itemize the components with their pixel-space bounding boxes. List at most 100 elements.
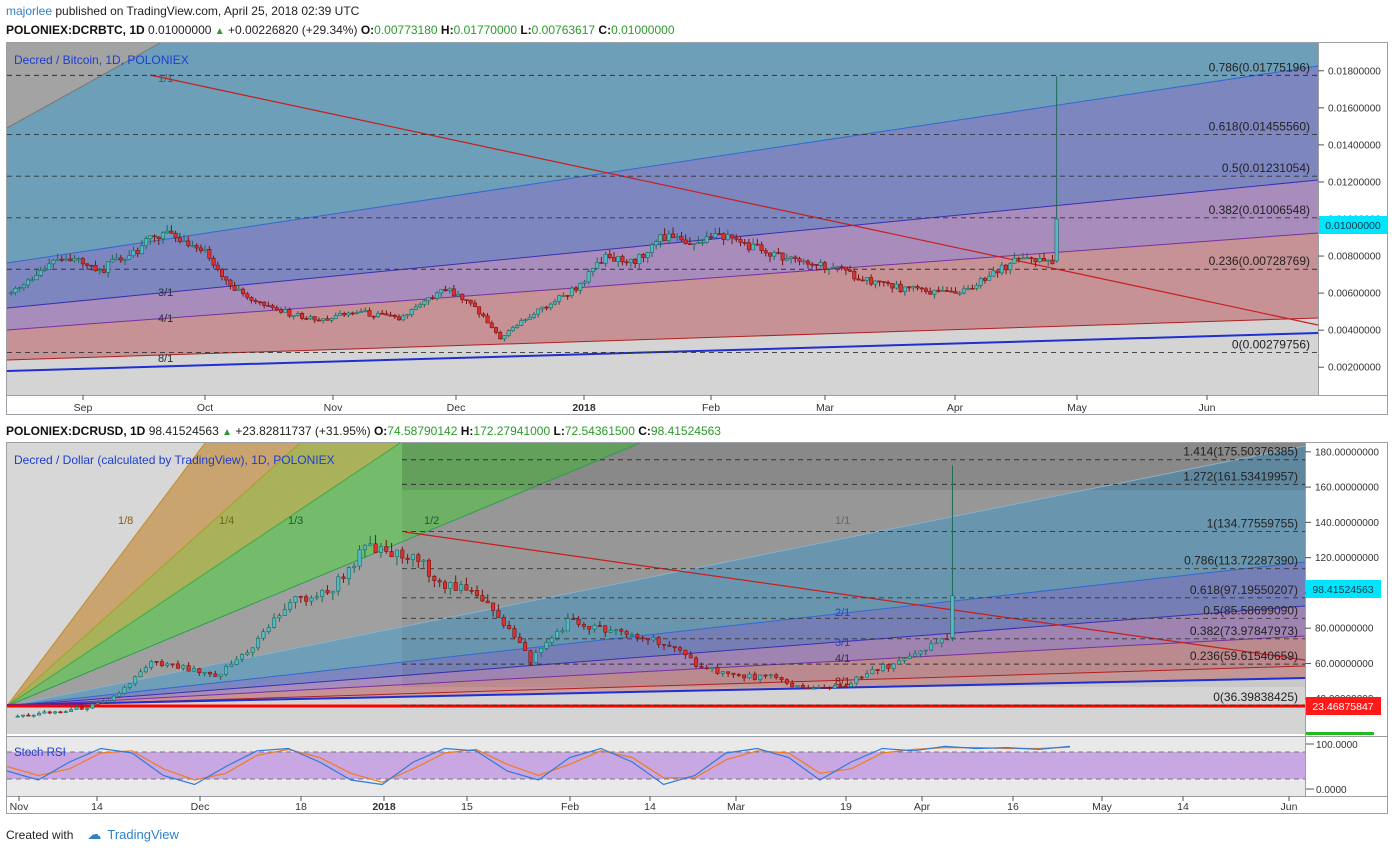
bottom-candle-body bbox=[704, 667, 709, 670]
top-candle-body bbox=[26, 279, 31, 286]
bottom-x-tick-label: Nov bbox=[10, 801, 29, 813]
top-candle-body bbox=[578, 282, 583, 291]
top-candle-body bbox=[186, 240, 191, 246]
bottom-candle-body bbox=[742, 674, 747, 679]
bottom-pane[interactable]: 1.414(175.50376385) 1.272(161.53419957) 1(… bbox=[6, 442, 1388, 814]
top-x-axis[interactable]: Sep Oct Nov Dec 2018 Feb Mar Apr May Jun bbox=[74, 395, 1216, 414]
bottom-candle-body bbox=[101, 701, 106, 704]
bottom-symbol[interactable]: POLONIEX:DCRUSD, 1D bbox=[6, 424, 146, 438]
top-candle-body bbox=[1008, 263, 1013, 271]
top-candle-body bbox=[203, 249, 208, 251]
bottom-candle-body bbox=[597, 625, 602, 627]
bottom-y-tick-label: 160.00000000 bbox=[1315, 483, 1379, 494]
bottom-candle-body bbox=[288, 602, 293, 610]
fan-label-1to3: 1/3 bbox=[288, 515, 303, 527]
top-candle-body bbox=[565, 295, 570, 297]
top-candle-body bbox=[704, 236, 709, 243]
top-candle-body bbox=[118, 257, 123, 261]
bottom-plot-area[interactable]: 1.414(175.50376385) 1.272(161.53419957) 1(… bbox=[7, 443, 1305, 734]
charts-canvas[interactable]: 0.786(0.01775196) 0.618(0.01455560) 0.5(0.… bbox=[0, 0, 1396, 820]
downtrend-line bbox=[149, 74, 1318, 326]
top-candle-body bbox=[911, 286, 916, 289]
bottom-candle-body bbox=[688, 654, 693, 659]
top-legend[interactable]: Decred / Bitcoin, 1D, POLONIEX bbox=[14, 53, 189, 67]
top-candle-body bbox=[472, 302, 477, 307]
fan-label-3to1: 3/1 bbox=[835, 637, 850, 649]
top-candle-body bbox=[169, 230, 174, 234]
top-y-tick-label: 0.01600000 bbox=[1328, 103, 1381, 114]
bottom-candle-body bbox=[74, 706, 79, 710]
bottom-fib-label: 0.236(59.61540659) bbox=[1190, 649, 1298, 663]
bottom-candle-body bbox=[752, 673, 757, 680]
top-candle-body bbox=[249, 297, 254, 301]
top-candle-body bbox=[493, 327, 498, 333]
top-candle-body bbox=[561, 295, 566, 297]
top-candle-body bbox=[586, 271, 591, 283]
uptrend-line bbox=[7, 677, 1305, 706]
top-candle-body bbox=[350, 312, 355, 315]
bottom-y-axis[interactable]: 180.00000000 160.00000000 140.00000000 120.… bbox=[1305, 447, 1379, 705]
top-candle-body bbox=[1020, 257, 1025, 260]
top-candle-body bbox=[279, 309, 284, 313]
top-candle-body bbox=[426, 297, 431, 302]
stoch-plot-area[interactable] bbox=[7, 737, 1305, 796]
top-candle-body bbox=[245, 293, 250, 298]
fan-label-3to1: 3/1 bbox=[158, 287, 173, 299]
top-candle-body bbox=[430, 297, 435, 299]
bottom-candle-body bbox=[346, 567, 351, 579]
top-plot-area[interactable]: 0.786(0.01775196) 0.618(0.01455560) 0.5(0.… bbox=[7, 43, 1318, 395]
fan-line-3to1 bbox=[7, 179, 1318, 309]
top-candle-body bbox=[919, 287, 924, 290]
top-candle-body bbox=[194, 245, 199, 249]
top-candle-body bbox=[291, 315, 296, 317]
bottom-candle-body bbox=[416, 554, 421, 562]
bottom-candle-body bbox=[197, 668, 202, 673]
bottom-candle-body bbox=[875, 669, 880, 671]
author-link[interactable]: majorlee bbox=[6, 4, 53, 18]
fan-label-1to4: 1/4 bbox=[219, 515, 234, 527]
bottom-candle-body bbox=[913, 653, 918, 657]
top-candle-body bbox=[696, 242, 701, 244]
bottom-candle-body bbox=[795, 685, 800, 688]
top-candle-body bbox=[860, 279, 865, 282]
bottom-legend[interactable]: Decred / Dollar (calculated by TradingVi… bbox=[14, 453, 335, 467]
top-candle-body bbox=[936, 289, 941, 292]
bottom-candle-body bbox=[848, 682, 853, 687]
top-candle-body bbox=[207, 249, 212, 259]
bottom-candle-body bbox=[293, 596, 298, 603]
top-pane[interactable]: 0.786(0.01775196) 0.618(0.01455560) 0.5(0.… bbox=[6, 42, 1388, 415]
tradingview-brand-link[interactable]: TradingView bbox=[107, 827, 179, 842]
top-candle-body bbox=[835, 266, 840, 268]
bottom-candle-body bbox=[469, 589, 474, 592]
top-candle-body bbox=[30, 279, 35, 282]
top-candle-body bbox=[767, 252, 772, 257]
bottom-x-axis[interactable]: Nov 14 Dec 18 2018 15 Feb 14 Mar 19 Apr 16 May 14 Jun bbox=[10, 796, 1298, 813]
bottom-candle-body bbox=[624, 631, 629, 635]
top-fib-label: 0.236(0.00728769) bbox=[1209, 254, 1310, 268]
bottom-candle-body bbox=[170, 663, 175, 666]
bottom-candle-body bbox=[394, 549, 399, 558]
top-candle-body bbox=[270, 305, 275, 308]
top-candle-body bbox=[675, 236, 680, 239]
top-high-label: H: bbox=[440, 23, 454, 37]
top-candle-body bbox=[881, 281, 886, 283]
top-candle-body bbox=[848, 269, 853, 272]
tradingview-cloud-icon: ☁ bbox=[87, 826, 102, 842]
bottom-candle-body bbox=[336, 576, 341, 592]
top-candle-body bbox=[405, 314, 410, 317]
bottom-candle-body bbox=[304, 596, 309, 602]
fan-line-2to1 bbox=[7, 561, 1305, 707]
bottom-fib-label: 1(134.77559755) bbox=[1207, 517, 1298, 531]
top-candle-body bbox=[945, 290, 950, 292]
bottom-candle-body bbox=[613, 629, 618, 631]
top-candle-body bbox=[182, 240, 187, 243]
top-candle-body bbox=[595, 262, 600, 269]
bottom-candle-body bbox=[95, 702, 100, 705]
stoch-label[interactable]: Stoch RSI bbox=[14, 747, 66, 759]
top-candle-body bbox=[932, 289, 937, 295]
top-candle-body bbox=[616, 256, 621, 262]
top-candle-body bbox=[498, 332, 503, 340]
top-candle-body bbox=[266, 305, 271, 307]
top-symbol[interactable]: POLONIEX:DCRBTC, 1D bbox=[6, 23, 145, 37]
top-candle-body bbox=[852, 271, 857, 280]
